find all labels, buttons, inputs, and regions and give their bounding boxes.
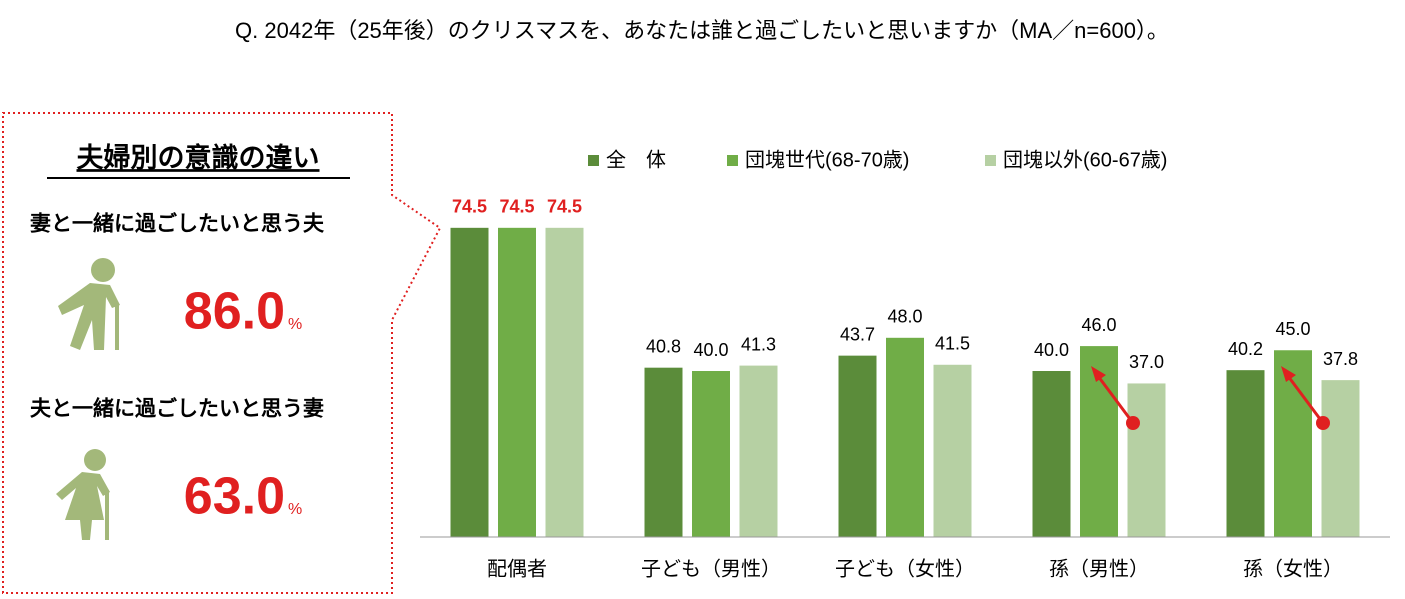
value-label: 40.0: [693, 340, 728, 360]
bar: [450, 227, 489, 537]
old-man-icon: [58, 258, 120, 350]
bar: [1274, 350, 1312, 537]
panel-unit: %: [288, 316, 302, 333]
value-label: 45.0: [1275, 319, 1310, 339]
panel-value: 63.0: [184, 468, 285, 526]
value-label: 41.5: [935, 334, 970, 354]
value-label: 40.8: [646, 336, 681, 356]
value-label: 74.5: [452, 197, 487, 217]
panel-label: 妻と一緒に過ごしたいと思う夫: [30, 212, 325, 236]
value-label: 37.0: [1129, 352, 1164, 372]
legend-swatch: [588, 155, 599, 166]
value-label: 41.3: [741, 334, 776, 354]
value-label: 48.0: [887, 307, 922, 327]
x-tick-label: 孫（女性）: [1243, 557, 1343, 580]
bar: [692, 371, 730, 537]
legend-label: 団塊世代(68-70歳): [745, 148, 909, 171]
value-label: 46.0: [1081, 315, 1116, 335]
bar: [886, 337, 924, 537]
legend-swatch: [985, 155, 996, 166]
value-label: 74.5: [547, 197, 582, 217]
bar: [644, 367, 683, 537]
bar: [498, 227, 536, 537]
x-tick-label: 配偶者: [487, 557, 547, 580]
x-tick-label: 子ども（男性）: [641, 557, 781, 580]
panel-value: 86.0: [184, 283, 285, 341]
trend-arrows: [1091, 366, 1330, 430]
bar: [933, 364, 972, 537]
value-label: 43.7: [840, 324, 875, 344]
legend-label: 全 体: [606, 148, 666, 171]
bar: [838, 355, 877, 537]
panel-title: 夫婦別の意識の違い: [77, 142, 320, 173]
panel-label: 夫と一緒に過ごしたいと思う妻: [30, 397, 324, 421]
value-label: 74.5: [499, 197, 534, 217]
plot: 全 体 団塊世代(68-70歳) 団塊以外(60-67歳) 配偶者 74.5 74.5 74…: [420, 148, 1390, 580]
legend-swatch: [727, 155, 738, 166]
value-label: 37.8: [1323, 349, 1358, 369]
panel-unit: %: [288, 501, 302, 518]
bar: [1127, 383, 1166, 537]
old-woman-icon: [56, 449, 110, 540]
bar: [1032, 371, 1071, 537]
bar: [1226, 370, 1265, 537]
legend-label: 団塊以外(60-67歳): [1003, 148, 1167, 171]
bar: [1321, 380, 1360, 537]
x-tick-label: 孫（男性）: [1049, 557, 1149, 580]
value-label: 40.0: [1034, 340, 1069, 360]
x-tick-label: 子ども（女性）: [835, 557, 975, 580]
bar: [545, 227, 584, 537]
value-label: 40.2: [1228, 339, 1263, 359]
chart-title: Q. 2042年（25年後）のクリスマスを、あなたは誰と過ごしたいと思いますか（…: [235, 18, 1169, 43]
bar: [739, 365, 778, 537]
panel-border: [2, 112, 442, 594]
